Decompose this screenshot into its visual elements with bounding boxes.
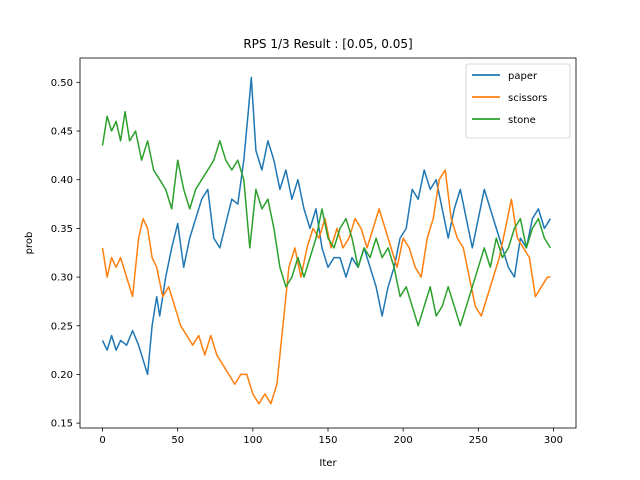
x-tick-label: 150 (318, 435, 337, 446)
x-axis: 0 50 100 150 200 250 300 (99, 428, 563, 446)
chart-title: RPS 1/3 Result : [0.05, 0.05] (243, 37, 412, 51)
series-line-stone (101, 110, 552, 327)
x-axis-label: Iter (319, 458, 337, 469)
x-tick-label: 250 (469, 435, 488, 446)
y-tick-label: 0.35 (51, 224, 73, 235)
y-tick-label: 0.45 (51, 127, 73, 138)
series-line-paper (101, 76, 552, 376)
y-axis-label: prob (24, 232, 35, 255)
legend-label-stone: stone (508, 115, 536, 126)
y-tick-label: 0.50 (51, 78, 73, 89)
y-tick-label: 0.30 (51, 273, 73, 284)
x-tick-label: 0 (99, 435, 105, 446)
y-tick-label: 0.25 (51, 321, 73, 332)
legend: paper scissors stone (465, 63, 571, 139)
series-layer (101, 76, 552, 405)
x-tick-label: 300 (544, 435, 563, 446)
y-tick-label: 0.40 (51, 175, 73, 186)
legend-label-scissors: scissors (508, 93, 547, 104)
y-tick-label: 0.15 (51, 419, 73, 430)
series-line-scissors (101, 169, 551, 405)
x-tick-label: 50 (171, 435, 184, 446)
y-tick-label: 0.20 (51, 370, 73, 381)
legend-label-paper: paper (508, 71, 538, 82)
x-tick-label: 200 (394, 435, 413, 446)
y-axis: 0.15 0.20 0.25 0.30 0.35 0.40 0.45 0.50 (51, 78, 80, 430)
x-tick-label: 100 (243, 435, 262, 446)
